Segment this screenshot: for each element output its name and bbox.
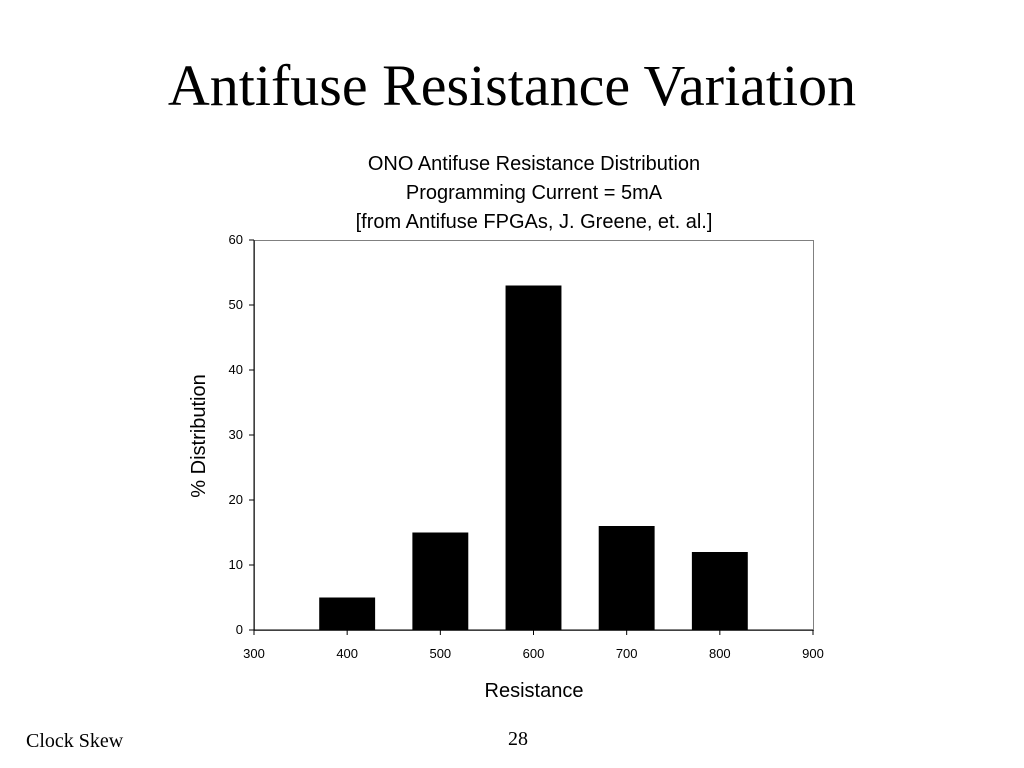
- x-tick-label: 800: [709, 646, 731, 661]
- chart-title-line-2: Programming Current = 5mA: [405, 182, 663, 204]
- y-tick-label: 10: [229, 557, 243, 572]
- bar-400: [319, 597, 376, 630]
- x-tick-label: 700: [616, 646, 638, 661]
- y-tick-label: 50: [229, 297, 243, 312]
- bar-600: [505, 285, 562, 630]
- x-tick-label: 500: [429, 646, 451, 661]
- bar-700: [598, 526, 655, 630]
- bar-800: [691, 552, 748, 630]
- footer-left-text: Clock Skew: [26, 730, 124, 752]
- y-tick-label: 60: [229, 232, 243, 247]
- ticks-layer: 0 10 20 30 40 50 60 300 400 500 600 700 800 900: [229, 232, 824, 661]
- bar-500: [412, 532, 469, 630]
- y-axis-label: % Distribution: [188, 374, 210, 497]
- x-tick-label: 400: [336, 646, 358, 661]
- y-tick-label: 20: [229, 492, 243, 507]
- chart-title: ONO Antifuse Resistance Distribution Pro…: [254, 150, 814, 237]
- x-axis-label: Resistance: [485, 680, 584, 702]
- y-tick-label: 0: [236, 622, 243, 637]
- slide-title: Antifuse Resistance Variation: [167, 53, 857, 118]
- page-number: 28: [508, 728, 528, 750]
- x-tick-label: 600: [523, 646, 545, 661]
- chart-title-line-3: [from Antifuse FPGAs, J. Greene, et. al.…: [355, 211, 713, 233]
- y-tick-label: 40: [229, 362, 243, 377]
- bars-layer: [319, 285, 748, 630]
- x-tick-label: 300: [243, 646, 265, 661]
- chart-title-line-1: ONO Antifuse Resistance Distribution: [367, 153, 701, 175]
- y-tick-label: 30: [229, 427, 243, 442]
- x-tick-label: 900: [802, 646, 824, 661]
